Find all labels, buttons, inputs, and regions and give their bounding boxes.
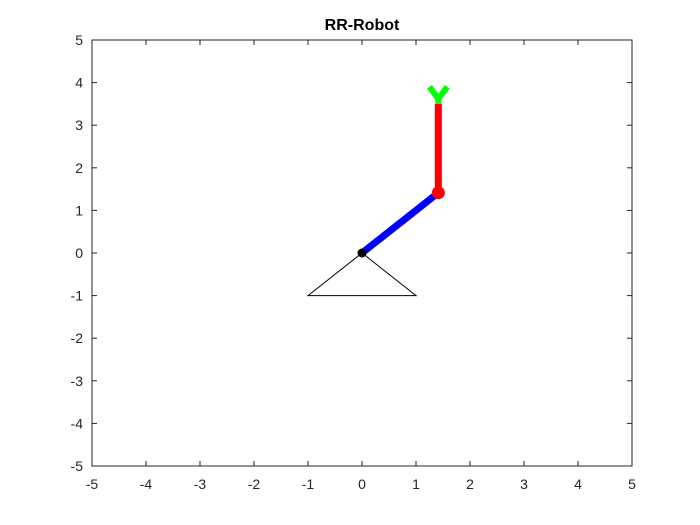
y-tick-label: 1 [75, 202, 83, 218]
link-1 [359, 190, 441, 256]
y-tick-label: -4 [71, 415, 84, 431]
base-joint [357, 248, 367, 258]
x-tick-label: 5 [628, 476, 636, 492]
x-tick-label: 3 [520, 476, 528, 492]
y-tick-label: -5 [71, 458, 84, 474]
y-tick-label: 2 [75, 160, 83, 176]
x-tick-label: 0 [358, 476, 366, 492]
x-tick-label: 2 [466, 476, 474, 492]
x-tick-label: 1 [412, 476, 420, 492]
chart-title: RR-Robot [325, 17, 400, 34]
y-tick-label: -3 [71, 373, 84, 389]
y-tick-label: 0 [75, 245, 83, 261]
tick-marks [91, 39, 633, 467]
x-tick-label: -3 [194, 476, 207, 492]
y-tick-label: -2 [71, 330, 84, 346]
y-tick-label: -1 [71, 288, 84, 304]
robot-base-triangle [306, 252, 418, 297]
y-tick-label: 4 [75, 75, 83, 91]
y-tick-labels: -5 -4 -3 -2 -1 0 1 2 3 4 5 [71, 32, 84, 474]
x-tick-label: -1 [302, 476, 315, 492]
y-tick-label: 5 [75, 32, 83, 48]
x-tick-label: 4 [574, 476, 582, 492]
robot-plot [306, 85, 450, 297]
gripper-right-finger [435, 85, 450, 101]
x-tick-label: -4 [140, 476, 153, 492]
x-tick-label: -5 [86, 476, 99, 492]
x-tick-label: -2 [248, 476, 261, 492]
elbow-joint [431, 186, 445, 200]
y-tick-label: 3 [75, 117, 83, 133]
x-tick-labels: -5 -4 -3 -2 -1 0 1 2 3 4 5 [86, 476, 636, 492]
